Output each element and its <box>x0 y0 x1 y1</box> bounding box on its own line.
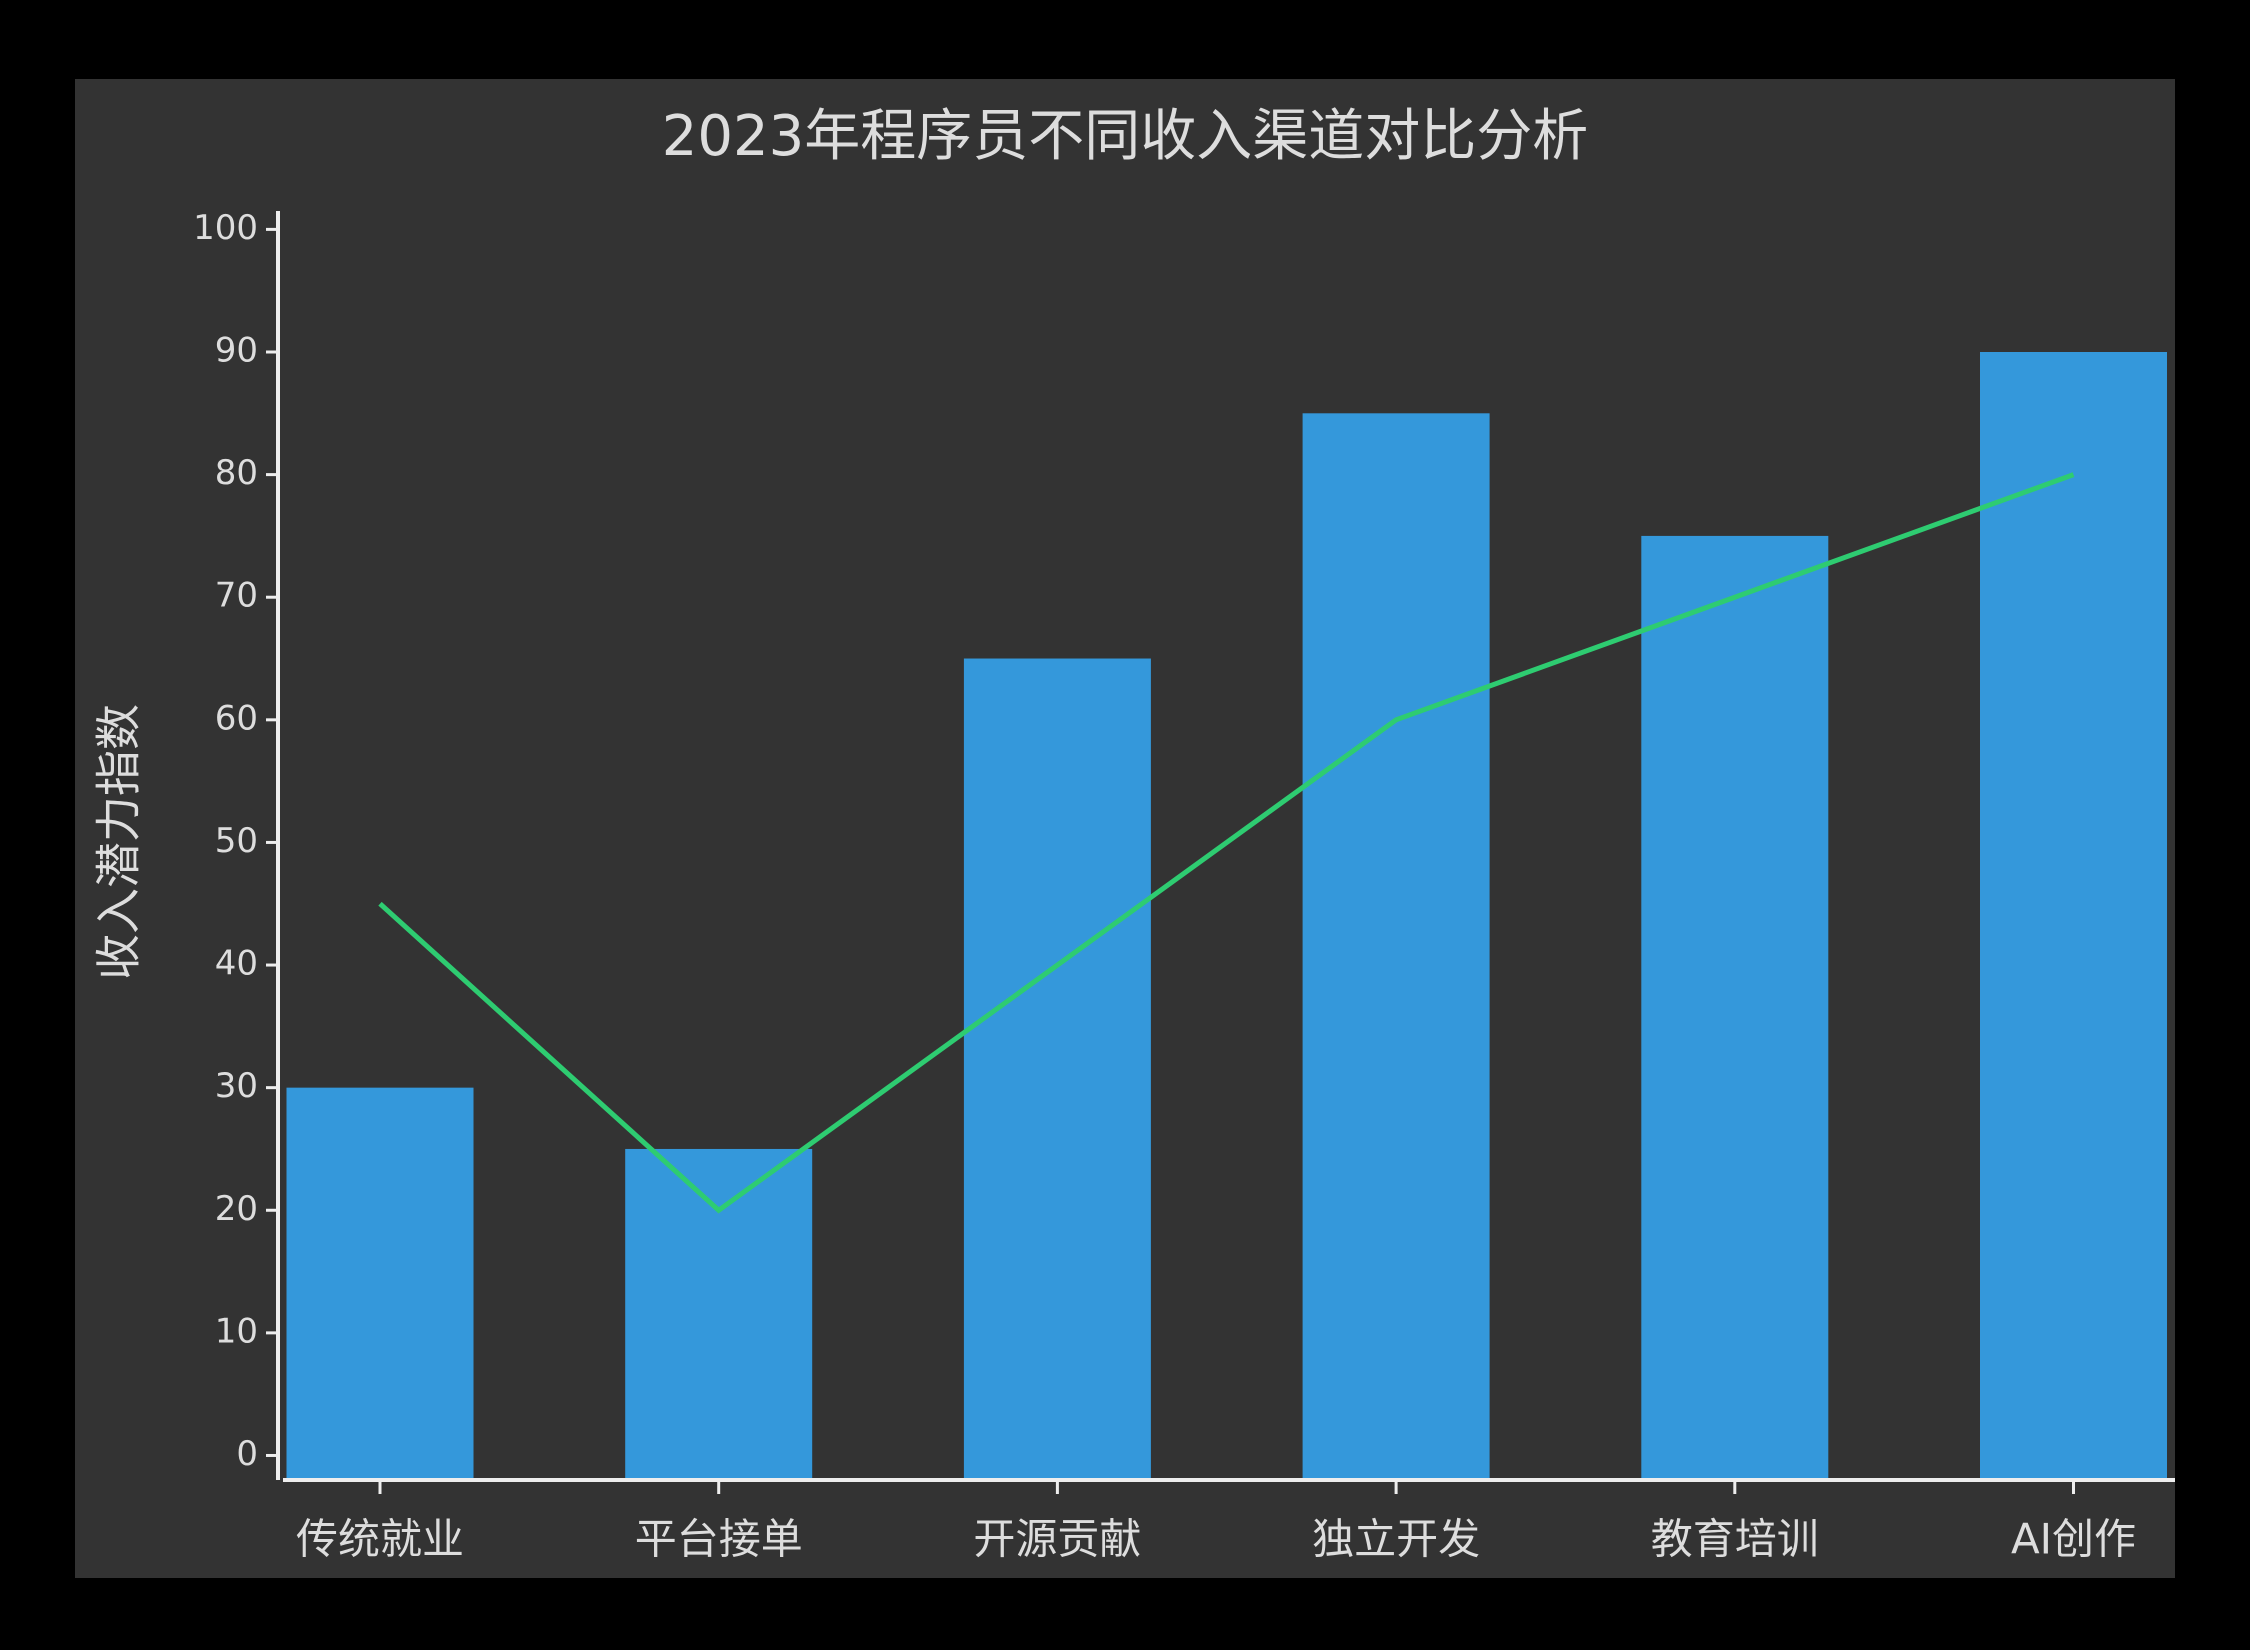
bar <box>963 658 1151 1480</box>
bar <box>1302 413 1490 1481</box>
y-tick-label: 0 <box>236 1434 258 1474</box>
y-tick-label: 30 <box>215 1066 258 1106</box>
bar <box>625 1148 813 1480</box>
x-tick-label: 教育培训 <box>1651 1515 1819 1564</box>
bar <box>1980 352 2167 1480</box>
y-tick-label: 10 <box>215 1311 258 1351</box>
x-tick-label: 开源贡献 <box>973 1515 1141 1564</box>
x-tick-label: AI创作 <box>2011 1515 2136 1564</box>
y-tick-label: 80 <box>215 453 258 493</box>
y-tick-label: 100 <box>193 208 258 248</box>
y-tick-label: 90 <box>215 331 258 371</box>
x-tick-label: 独立开发 <box>1312 1515 1480 1564</box>
bar <box>1641 535 1829 1480</box>
y-tick-label: 50 <box>215 821 258 861</box>
y-axis-label: 收入潜力指数 <box>92 704 146 980</box>
chart-title: 2023年程序员不同收入渠道对比分析 <box>662 104 1589 169</box>
x-tick-label: 传统就业 <box>296 1515 464 1564</box>
bar <box>286 1087 474 1480</box>
y-tick-label: 40 <box>215 944 258 984</box>
y-tick-label: 60 <box>215 698 258 738</box>
y-tick-label: 20 <box>215 1189 258 1229</box>
y-tick-label: 70 <box>215 576 258 616</box>
line <box>378 472 2075 1214</box>
x-tick-label: 平台接单 <box>635 1515 803 1564</box>
